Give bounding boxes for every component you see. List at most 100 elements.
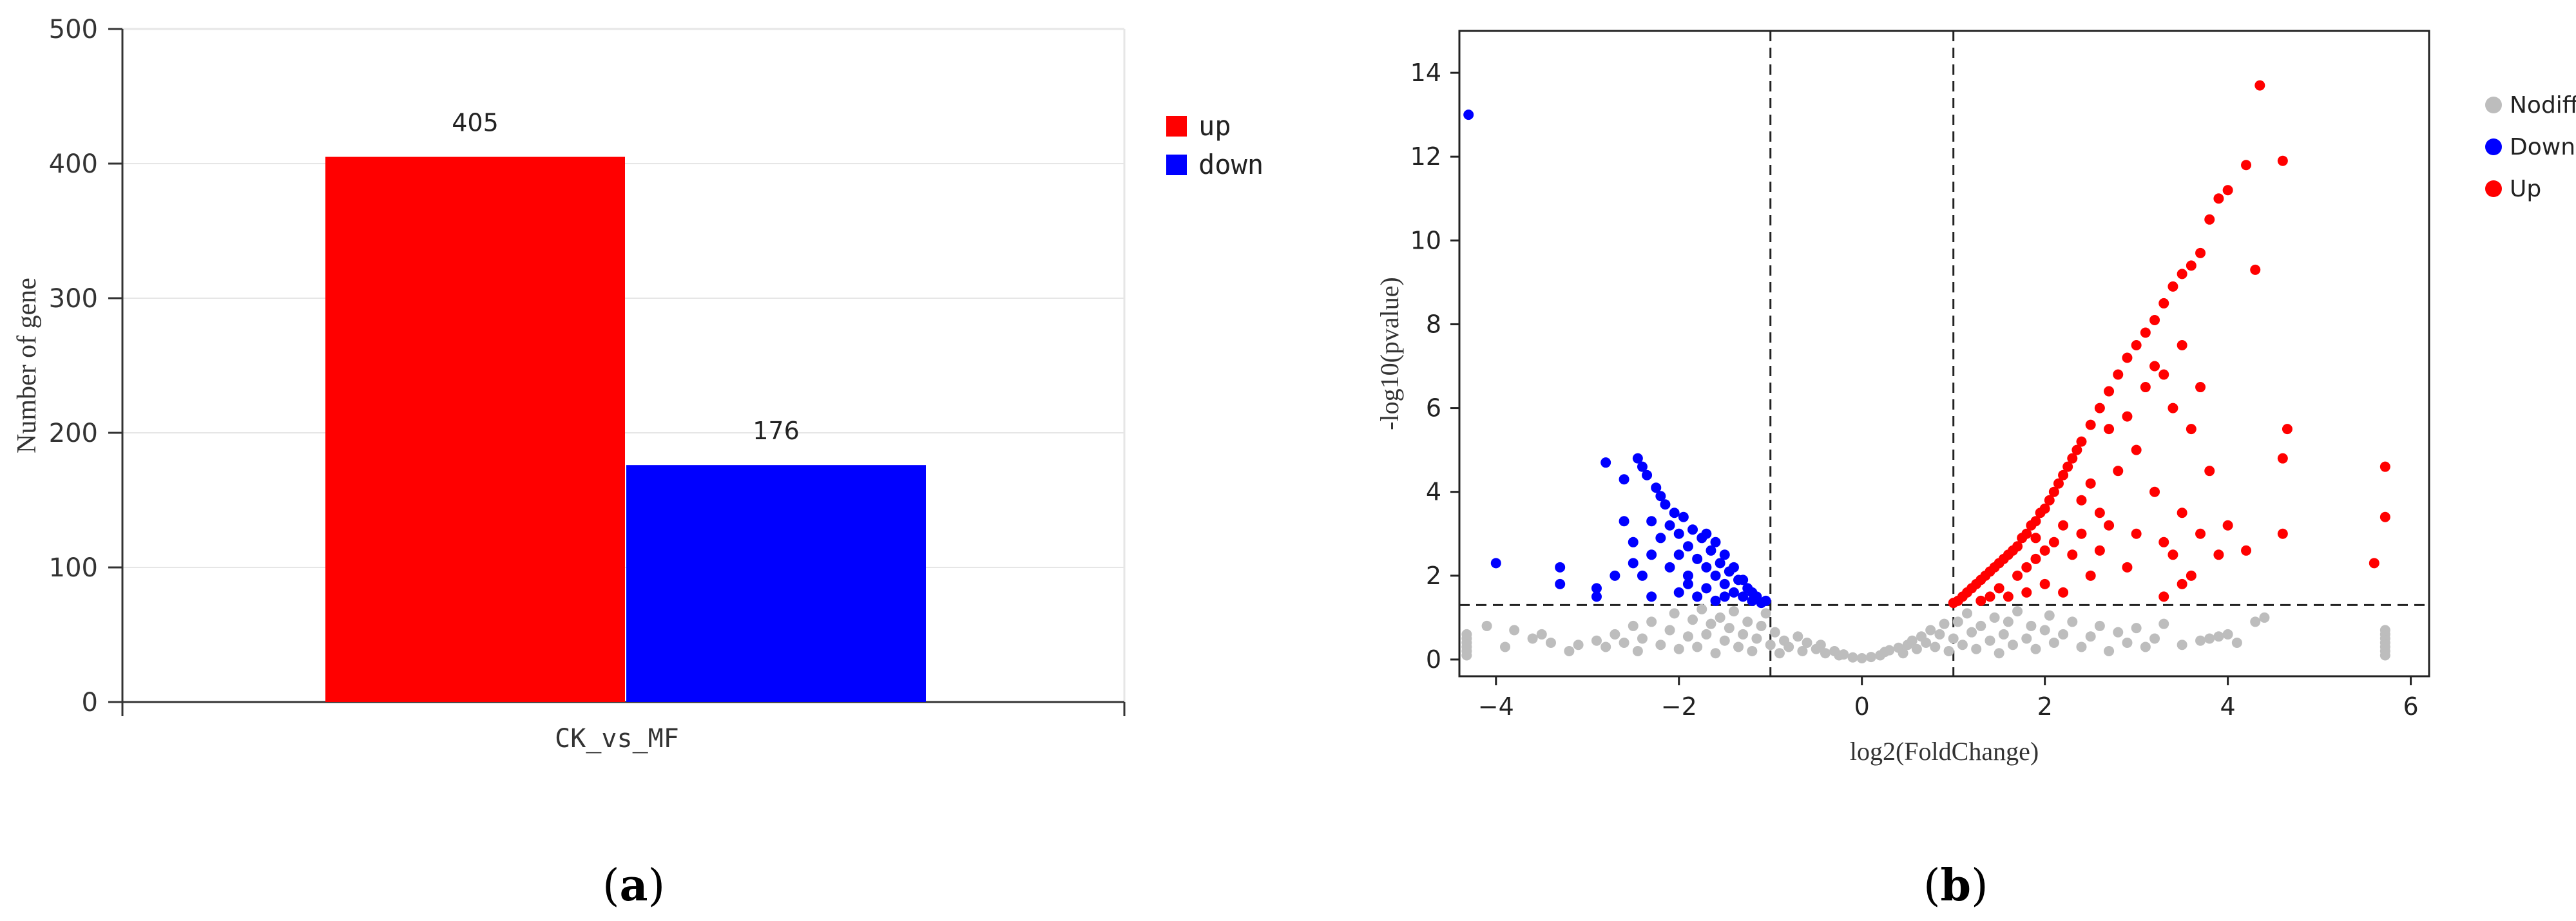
point-down xyxy=(1655,491,1666,502)
point-down xyxy=(1555,562,1566,573)
point-nodiff xyxy=(1481,620,1492,631)
point-nodiff xyxy=(2021,633,2032,644)
point-up xyxy=(2186,570,2196,581)
point-up xyxy=(1985,591,1995,602)
point-nodiff xyxy=(1952,616,1963,627)
point-down xyxy=(1490,558,1501,569)
point-down xyxy=(1637,461,1648,472)
point-down xyxy=(1463,109,1474,120)
point-down xyxy=(1619,474,1629,485)
point-down xyxy=(1591,591,1602,602)
point-up xyxy=(2167,403,2178,413)
point-up xyxy=(1975,595,1986,606)
point-down xyxy=(1600,457,1611,468)
point-up xyxy=(2177,339,2187,350)
point-nodiff xyxy=(1573,640,1584,650)
y-tick-label: 300 xyxy=(49,284,98,314)
point-nodiff xyxy=(1619,637,1629,648)
point-down xyxy=(1701,528,1712,539)
point-down xyxy=(1651,482,1662,493)
point-nodiff xyxy=(1961,608,1972,619)
point-nodiff xyxy=(1706,618,1716,629)
point-nodiff xyxy=(1838,649,1849,660)
point-nodiff xyxy=(1692,641,1703,652)
y-tick-label: 8 xyxy=(1426,310,1441,338)
panel-label-a: (a) xyxy=(602,860,666,911)
point-nodiff xyxy=(2195,635,2206,646)
y-tick-label: 200 xyxy=(49,419,98,448)
legend-marker-nodiff xyxy=(2485,97,2502,113)
x-axis-title: log2(FoldChange) xyxy=(1850,737,2039,766)
point-down xyxy=(1591,583,1602,594)
y-tick-label: 2 xyxy=(1426,562,1441,590)
point-down xyxy=(1669,508,1680,518)
point-nodiff xyxy=(1756,620,1767,631)
x-tick-label: 4 xyxy=(2220,692,2236,721)
x-tick-label: 6 xyxy=(2403,692,2419,721)
point-nodiff xyxy=(1820,648,1831,659)
point-up xyxy=(2195,528,2206,539)
point-down xyxy=(1738,574,1749,585)
point-up xyxy=(2241,545,2252,556)
bar-up xyxy=(325,157,625,703)
point-up xyxy=(2030,516,2041,527)
point-up xyxy=(2113,369,2124,380)
point-down xyxy=(1646,516,1657,527)
point-up xyxy=(2058,587,2069,598)
point-up xyxy=(2044,495,2055,506)
point-up xyxy=(2076,528,2087,539)
bar-chart: 0 100 200 300 400 500 405 176 CK_vs_MF Number of … xyxy=(12,15,1264,754)
y-tick-label: 400 xyxy=(49,149,98,179)
x-tick-label: −2 xyxy=(1661,692,1697,721)
point-up xyxy=(2122,411,2133,422)
point-nodiff xyxy=(2113,627,2124,638)
point-nodiff xyxy=(2085,631,2096,642)
point-nodiff xyxy=(1948,633,1959,644)
point-nodiff xyxy=(1742,616,1753,627)
point-nodiff xyxy=(2076,641,2087,652)
point-nodiff xyxy=(1682,631,1693,642)
point-up xyxy=(2177,508,2187,518)
point-nodiff xyxy=(1939,618,1950,629)
point-up xyxy=(2241,160,2252,171)
point-up xyxy=(2149,314,2160,325)
point-up xyxy=(2213,193,2224,204)
point-nodiff xyxy=(2030,643,2041,654)
point-nodiff xyxy=(1719,635,1730,646)
panel-label-b: (b) xyxy=(1923,860,1988,911)
point-nodiff xyxy=(1930,641,1941,652)
point-nodiff xyxy=(1664,625,1675,636)
point-nodiff xyxy=(1509,625,1520,636)
point-up xyxy=(2012,541,2023,552)
point-up xyxy=(2131,444,2142,455)
point-nodiff xyxy=(1628,620,1639,631)
point-nodiff xyxy=(1724,623,1735,634)
y-axis-title: -log10(pvalue) xyxy=(1375,277,1404,430)
x-tick-label: 0 xyxy=(1854,692,1870,721)
point-nodiff xyxy=(1697,603,1707,614)
point-down xyxy=(1692,591,1703,602)
y-tick-label: 500 xyxy=(49,15,98,44)
point-nodiff xyxy=(1728,606,1739,617)
point-up xyxy=(2131,528,2142,539)
point-nodiff xyxy=(1669,608,1680,619)
point-nodiff xyxy=(1738,629,1749,640)
point-up xyxy=(2113,466,2124,477)
point-nodiff xyxy=(1733,641,1744,652)
point-nodiff xyxy=(1797,645,1808,656)
point-up xyxy=(2250,264,2261,275)
point-down xyxy=(1710,595,1721,606)
point-nodiff xyxy=(2213,631,2224,642)
y-tick-label: 10 xyxy=(1410,226,1441,254)
volcano-plot: −4 −2 0 2 4 6 0 2 4 6 8 10 12 14 log2(FoldChange) -log1… xyxy=(1375,30,2576,766)
point-down xyxy=(1678,511,1689,522)
y-tick-label: 0 xyxy=(1426,645,1441,674)
point-down xyxy=(1760,595,1771,606)
point-nodiff xyxy=(1637,633,1648,644)
point-up xyxy=(2039,578,2050,589)
point-nodiff xyxy=(1687,614,1698,625)
point-nodiff xyxy=(2158,618,2169,629)
point-nodiff xyxy=(2039,625,2050,636)
point-nodiff xyxy=(1673,643,1684,654)
point-up xyxy=(2222,185,2233,196)
